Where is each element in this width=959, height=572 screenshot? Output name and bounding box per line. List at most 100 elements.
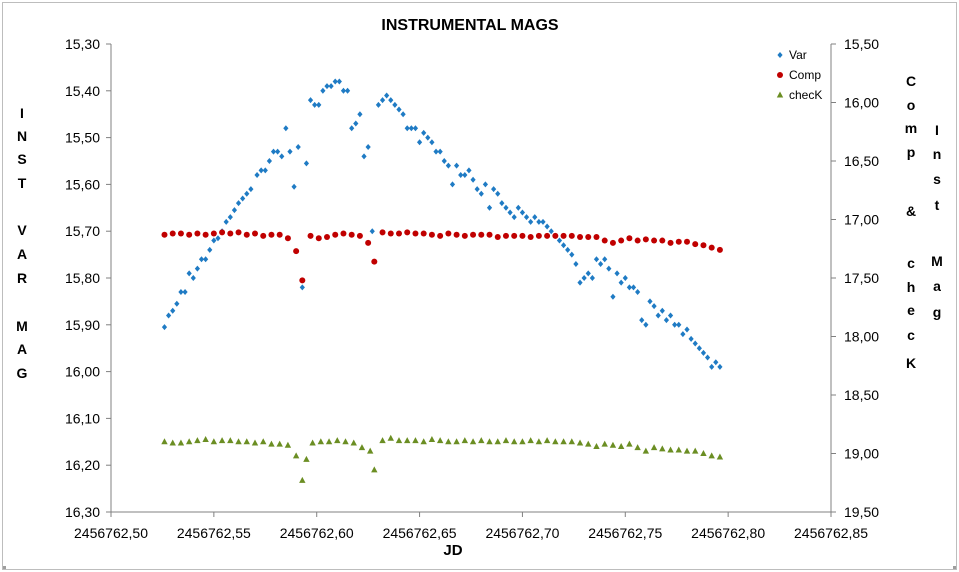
left-tick-label: 15,80: [65, 270, 100, 286]
point-check: [700, 450, 707, 456]
point-var: [254, 172, 260, 179]
point-var: [429, 139, 435, 146]
point-check: [260, 438, 267, 445]
point-var: [344, 87, 351, 94]
series-var: [161, 78, 723, 370]
x-tick-label: 2456762,70: [485, 525, 559, 541]
point-comp: [577, 234, 584, 241]
point-var: [618, 279, 624, 286]
point-check: [445, 438, 452, 445]
point-var: [396, 106, 402, 113]
point-var: [548, 228, 554, 235]
point-var: [270, 148, 277, 155]
series-check: [161, 434, 724, 483]
right-y-axis-title-letter: p: [907, 144, 916, 160]
point-comp: [445, 230, 452, 237]
point-check: [379, 437, 386, 444]
point-var: [470, 176, 476, 183]
left-tick-label: 16,10: [65, 410, 100, 426]
right-y-axis-title-letter: a: [933, 278, 941, 294]
point-var: [560, 242, 567, 249]
point-check: [486, 438, 493, 445]
point-var: [717, 363, 723, 370]
point-check: [692, 447, 699, 454]
point-comp: [461, 232, 468, 239]
point-var: [388, 97, 394, 104]
point-comp: [365, 239, 372, 246]
point-check: [716, 453, 724, 460]
point-check: [194, 437, 201, 444]
point-var: [240, 195, 246, 202]
resize-handle-right[interactable]: [953, 566, 956, 569]
point-comp: [609, 239, 616, 246]
point-comp: [494, 234, 501, 241]
point-comp: [453, 231, 460, 238]
point-var: [207, 246, 213, 253]
point-var: [565, 246, 571, 253]
point-comp: [356, 232, 363, 239]
point-var: [602, 256, 608, 263]
point-var: [499, 200, 505, 207]
point-comp: [486, 231, 493, 238]
point-comp: [404, 229, 411, 236]
point-var: [231, 207, 238, 214]
point-var: [593, 256, 600, 263]
point-comp: [371, 258, 378, 265]
point-check: [371, 466, 378, 473]
point-check: [404, 437, 411, 444]
point-comp: [169, 230, 176, 237]
x-axis-ticks: 2456762,50 2456762,55 2456762,60 2456762,65…: [74, 512, 868, 541]
point-check: [560, 438, 567, 445]
right-axis-ticks: 15,50 16,00 16,50 17,00 17,50 18,00 18,50 19,00…: [831, 36, 879, 520]
point-var: [449, 181, 456, 188]
point-comp: [396, 230, 402, 237]
point-comp: [379, 229, 386, 236]
point-var: [279, 153, 285, 160]
left-tick-label: 15,90: [65, 317, 100, 333]
point-check: [309, 439, 316, 446]
point-check: [251, 439, 259, 446]
point-var: [211, 237, 217, 244]
point-var: [299, 284, 305, 291]
point-comp: [634, 237, 641, 244]
point-comp: [642, 236, 649, 243]
point-comp: [716, 246, 723, 253]
point-var: [248, 186, 254, 193]
point-var: [696, 345, 702, 352]
point-check: [478, 437, 485, 444]
right-y-axis-title-letter: h: [907, 279, 916, 295]
point-var: [528, 218, 534, 225]
point-var: [295, 143, 301, 150]
right-y-axis-title-comp-check: Comp&checK: [905, 73, 917, 371]
left-tick-label: 15,30: [65, 36, 100, 52]
point-check: [511, 438, 518, 445]
point-comp: [324, 234, 330, 241]
left-tick-label: 15,60: [65, 176, 100, 192]
point-check: [325, 438, 333, 445]
right-y-axis-title-letter: o: [907, 97, 916, 113]
legend-label-check: checK: [789, 88, 822, 102]
point-comp: [235, 229, 242, 236]
point-check: [317, 438, 325, 445]
point-check: [683, 447, 691, 454]
left-axis-ticks: 15,30 15,40 15,50 15,60 15,70 15,80 15,90 16,00…: [65, 36, 111, 520]
point-var: [635, 289, 641, 296]
point-var: [610, 293, 616, 300]
point-var: [511, 214, 517, 221]
point-var: [178, 289, 184, 296]
right-y-axis-title-letter: M: [931, 253, 943, 269]
right-tick-label: 16,50: [844, 153, 879, 169]
point-comp: [332, 231, 339, 238]
point-comp: [585, 234, 592, 241]
point-var: [198, 256, 205, 263]
resize-handle-left[interactable]: [3, 566, 6, 569]
left-tick-label: 15,40: [65, 83, 100, 99]
point-comp: [420, 230, 427, 237]
point-check: [202, 435, 209, 442]
right-y-axis-title-letter: c: [907, 255, 915, 271]
point-comp: [227, 230, 234, 237]
point-var: [626, 284, 632, 291]
right-y-axis-title-letter: C: [906, 73, 916, 89]
